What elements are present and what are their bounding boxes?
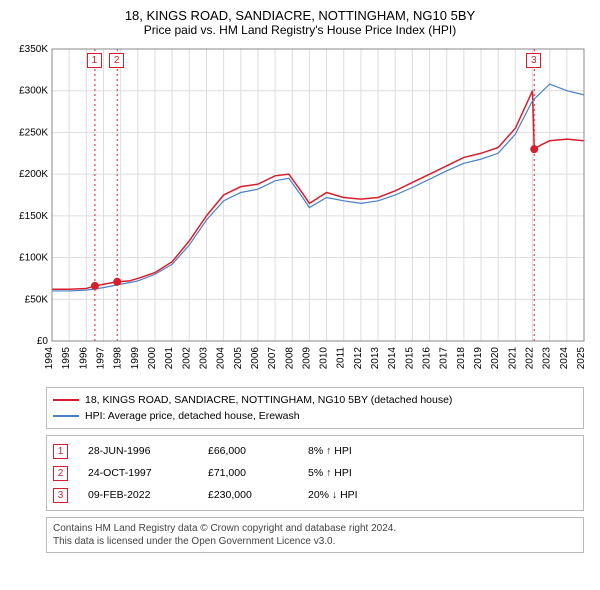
svg-text:£300K: £300K — [19, 86, 48, 97]
svg-text:2023: 2023 — [542, 347, 553, 370]
event-pct: 20% ↓ HPI — [308, 489, 408, 501]
svg-text:2000: 2000 — [147, 347, 158, 370]
svg-text:2016: 2016 — [422, 347, 433, 370]
svg-text:2004: 2004 — [216, 347, 227, 370]
svg-text:2022: 2022 — [525, 347, 536, 370]
svg-text:2007: 2007 — [267, 347, 278, 370]
legend-swatch — [53, 415, 79, 417]
svg-text:2005: 2005 — [233, 347, 244, 370]
svg-text:1996: 1996 — [78, 347, 89, 370]
legend-label: 18, KINGS ROAD, SANDIACRE, NOTTINGHAM, N… — [85, 394, 452, 406]
event-date: 09-FEB-2022 — [88, 489, 188, 501]
svg-text:£150K: £150K — [19, 211, 48, 222]
svg-text:2017: 2017 — [439, 347, 450, 370]
event-pct: 5% ↑ HPI — [308, 467, 408, 479]
line-chart-svg: £0 £50K £100K £150K £200K £250K £300K £350K 1994… — [10, 41, 590, 381]
svg-text:2011: 2011 — [336, 347, 347, 369]
event-marker-badge: 2 — [109, 53, 124, 68]
svg-text:1994: 1994 — [44, 347, 55, 370]
svg-text:2021: 2021 — [507, 347, 518, 370]
svg-text:£50K: £50K — [25, 294, 49, 305]
event-date: 28-JUN-1996 — [88, 445, 188, 457]
event-marker-badge: 1 — [87, 53, 102, 68]
svg-text:2009: 2009 — [301, 347, 312, 370]
event-date: 24-OCT-1997 — [88, 467, 188, 479]
event-row: 3 09-FEB-2022 £230,000 20% ↓ HPI — [53, 484, 577, 506]
svg-text:2010: 2010 — [319, 347, 330, 370]
legend-item: HPI: Average price, detached house, Erew… — [53, 408, 577, 424]
svg-text:2003: 2003 — [198, 347, 209, 370]
svg-text:£0: £0 — [37, 336, 49, 347]
chart-area: £0 £50K £100K £150K £200K £250K £300K £350K 1994… — [10, 41, 590, 381]
event-pct: 8% ↑ HPI — [308, 445, 408, 457]
legend-label: HPI: Average price, detached house, Erew… — [85, 410, 300, 422]
svg-text:2020: 2020 — [490, 347, 501, 370]
svg-text:1999: 1999 — [130, 347, 141, 370]
event-marker: 3 — [53, 488, 68, 503]
copyright-line: Contains HM Land Registry data © Crown c… — [53, 522, 577, 535]
svg-text:1997: 1997 — [95, 347, 106, 370]
svg-text:£100K: £100K — [19, 253, 48, 264]
legend-item: 18, KINGS ROAD, SANDIACRE, NOTTINGHAM, N… — [53, 392, 577, 408]
svg-text:2025: 2025 — [576, 347, 587, 370]
event-price: £66,000 — [208, 445, 288, 457]
event-marker: 1 — [53, 444, 68, 459]
svg-text:2006: 2006 — [250, 347, 261, 370]
title-block: 18, KINGS ROAD, SANDIACRE, NOTTINGHAM, N… — [10, 8, 590, 37]
svg-text:2014: 2014 — [387, 347, 398, 370]
event-marker-badge: 3 — [526, 53, 541, 68]
event-price: £230,000 — [208, 489, 288, 501]
legend: 18, KINGS ROAD, SANDIACRE, NOTTINGHAM, N… — [46, 387, 584, 429]
svg-text:£350K: £350K — [19, 44, 48, 55]
svg-text:£250K: £250K — [19, 127, 48, 138]
chart-subtitle: Price paid vs. HM Land Registry's House … — [10, 23, 590, 37]
copyright: Contains HM Land Registry data © Crown c… — [46, 517, 584, 553]
svg-text:2001: 2001 — [164, 347, 175, 370]
svg-text:2024: 2024 — [559, 347, 570, 370]
svg-text:2019: 2019 — [473, 347, 484, 370]
svg-text:1998: 1998 — [113, 347, 124, 370]
svg-text:2002: 2002 — [181, 347, 192, 370]
chart-container: 18, KINGS ROAD, SANDIACRE, NOTTINGHAM, N… — [0, 0, 600, 559]
legend-swatch — [53, 399, 79, 401]
event-row: 2 24-OCT-1997 £71,000 5% ↑ HPI — [53, 462, 577, 484]
chart-title: 18, KINGS ROAD, SANDIACRE, NOTTINGHAM, N… — [10, 8, 590, 23]
event-price: £71,000 — [208, 467, 288, 479]
svg-text:2018: 2018 — [456, 347, 467, 370]
events-table: 1 28-JUN-1996 £66,000 8% ↑ HPI 2 24-OCT-1997 £… — [46, 435, 584, 511]
event-marker: 2 — [53, 466, 68, 481]
copyright-line: This data is licensed under the Open Gov… — [53, 535, 577, 548]
svg-text:2008: 2008 — [284, 347, 295, 370]
svg-text:1995: 1995 — [61, 347, 72, 370]
svg-text:2015: 2015 — [404, 347, 415, 370]
svg-text:2012: 2012 — [353, 347, 364, 370]
event-row: 1 28-JUN-1996 £66,000 8% ↑ HPI — [53, 440, 577, 462]
svg-text:2013: 2013 — [370, 347, 381, 370]
svg-text:£200K: £200K — [19, 169, 48, 180]
